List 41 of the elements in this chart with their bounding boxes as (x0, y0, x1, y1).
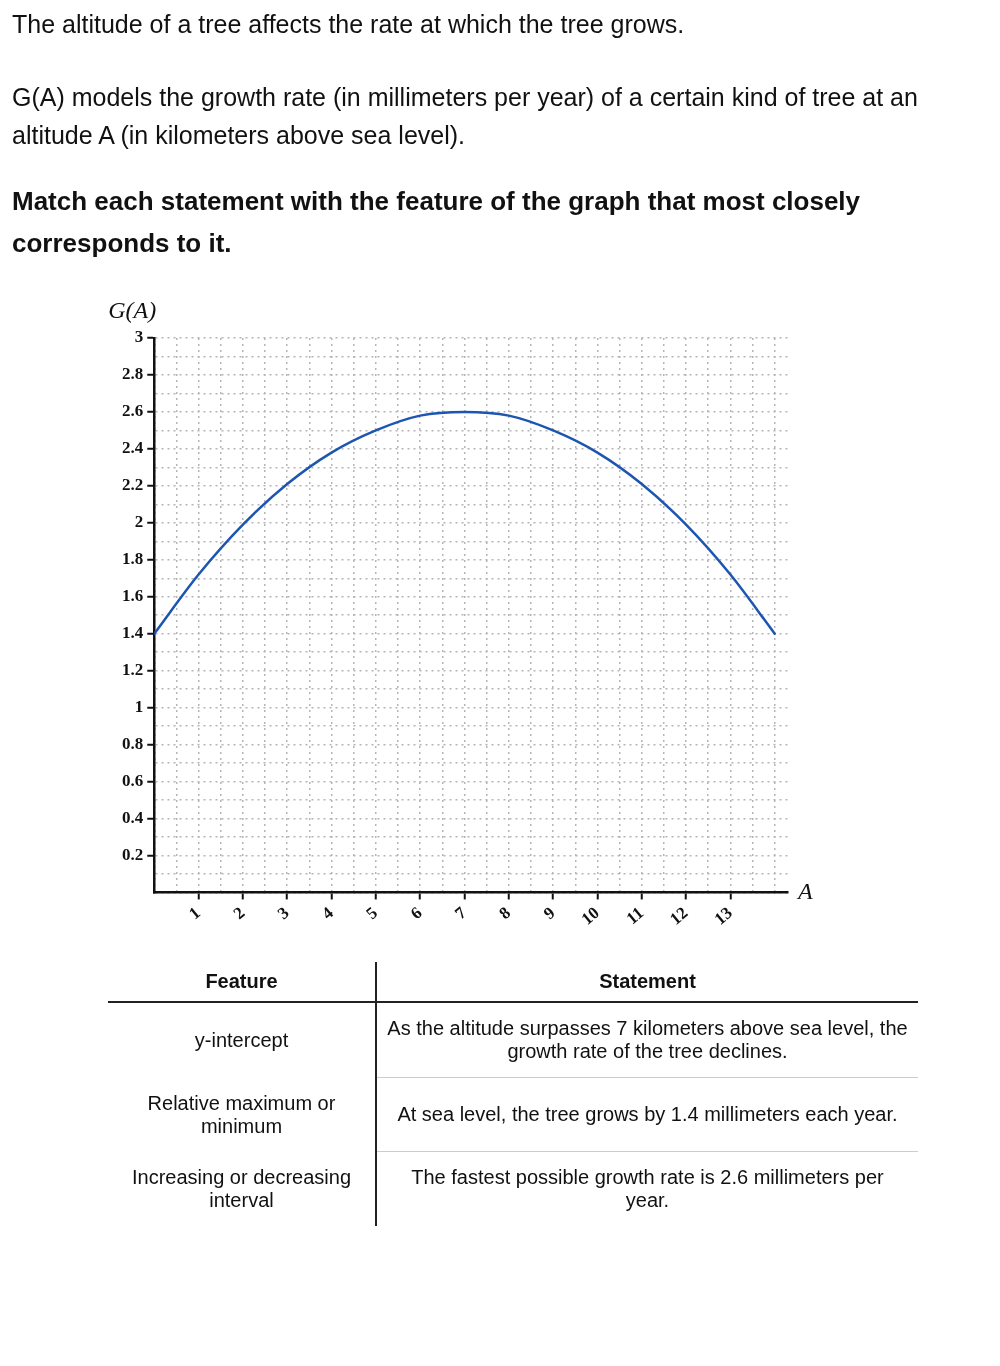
text: Feature (108, 962, 376, 1002)
x-tick-label: 6 (406, 903, 426, 924)
y-tick-label: 0.4 (122, 807, 144, 827)
y-tick-label: 2.8 (122, 364, 144, 384)
text: The fastest possible growth rate is 2.6 millimeters per year. (410, 1165, 885, 1213)
x-tick-label: 13 (710, 903, 736, 929)
text: y-intercept (108, 1002, 376, 1078)
y-tick-label: 1.6 (122, 586, 144, 606)
x-tick-label: 7 (451, 902, 471, 924)
y-tick-label: 0.2 (122, 844, 144, 864)
y-tick-label: 0.8 (122, 733, 144, 753)
x-tick-label: 2 (229, 903, 249, 924)
x-tick-label: 5 (362, 903, 382, 924)
y-tick-label: 2.4 (122, 438, 144, 458)
y-tick-label: 2.6 (122, 401, 144, 421)
y-tick-label: 3 (134, 327, 144, 347)
text: Relative maximum or minimum (108, 1077, 376, 1152)
x-tick-label: 4 (318, 902, 338, 924)
x-tick-label: 12 (666, 903, 692, 929)
text: At sea level, the tree grows by 1.4 millimeters each year. (376, 1077, 918, 1152)
x-tick-label: 10 (577, 903, 603, 929)
text: Statement (376, 962, 918, 1002)
chart-title: The altitude of a tree affects the rate at which the tree grows. (11, 9, 686, 40)
text: As the altitude surpasses 7 kilometers above sea level, the growth rate of the tree declines. (376, 1002, 918, 1078)
y-tick-label: 1.8 (122, 549, 144, 569)
y-tick-label: 1.2 (122, 660, 144, 680)
x-tick-label: 3 (273, 903, 293, 924)
y-tick-label: 0.6 (122, 770, 144, 790)
x-tick-label: 11 (622, 903, 648, 929)
x-tick-label: 9 (539, 903, 559, 924)
chart-subtitle: G(A) models the growth rate (in millimeters per year) of a certain kind of tree at an altitude A (in kilometers above sea level). (11, 82, 919, 151)
y-tick-label: 2.2 (122, 475, 144, 495)
y-tick-label: 2 (134, 512, 144, 532)
x-axis-title: A (796, 877, 813, 904)
text: Match each statement with the feature of the graph that most closely corresponds to it. (11, 185, 862, 260)
y-tick-label: 1 (134, 697, 144, 717)
x-tick-label: 1 (185, 903, 204, 924)
y-axis-title: G(A) (108, 297, 157, 324)
x-tick-label: 8 (495, 903, 515, 924)
text: Increasing or decreasing interval (108, 1151, 376, 1226)
y-tick-label: 1.4 (122, 623, 144, 643)
